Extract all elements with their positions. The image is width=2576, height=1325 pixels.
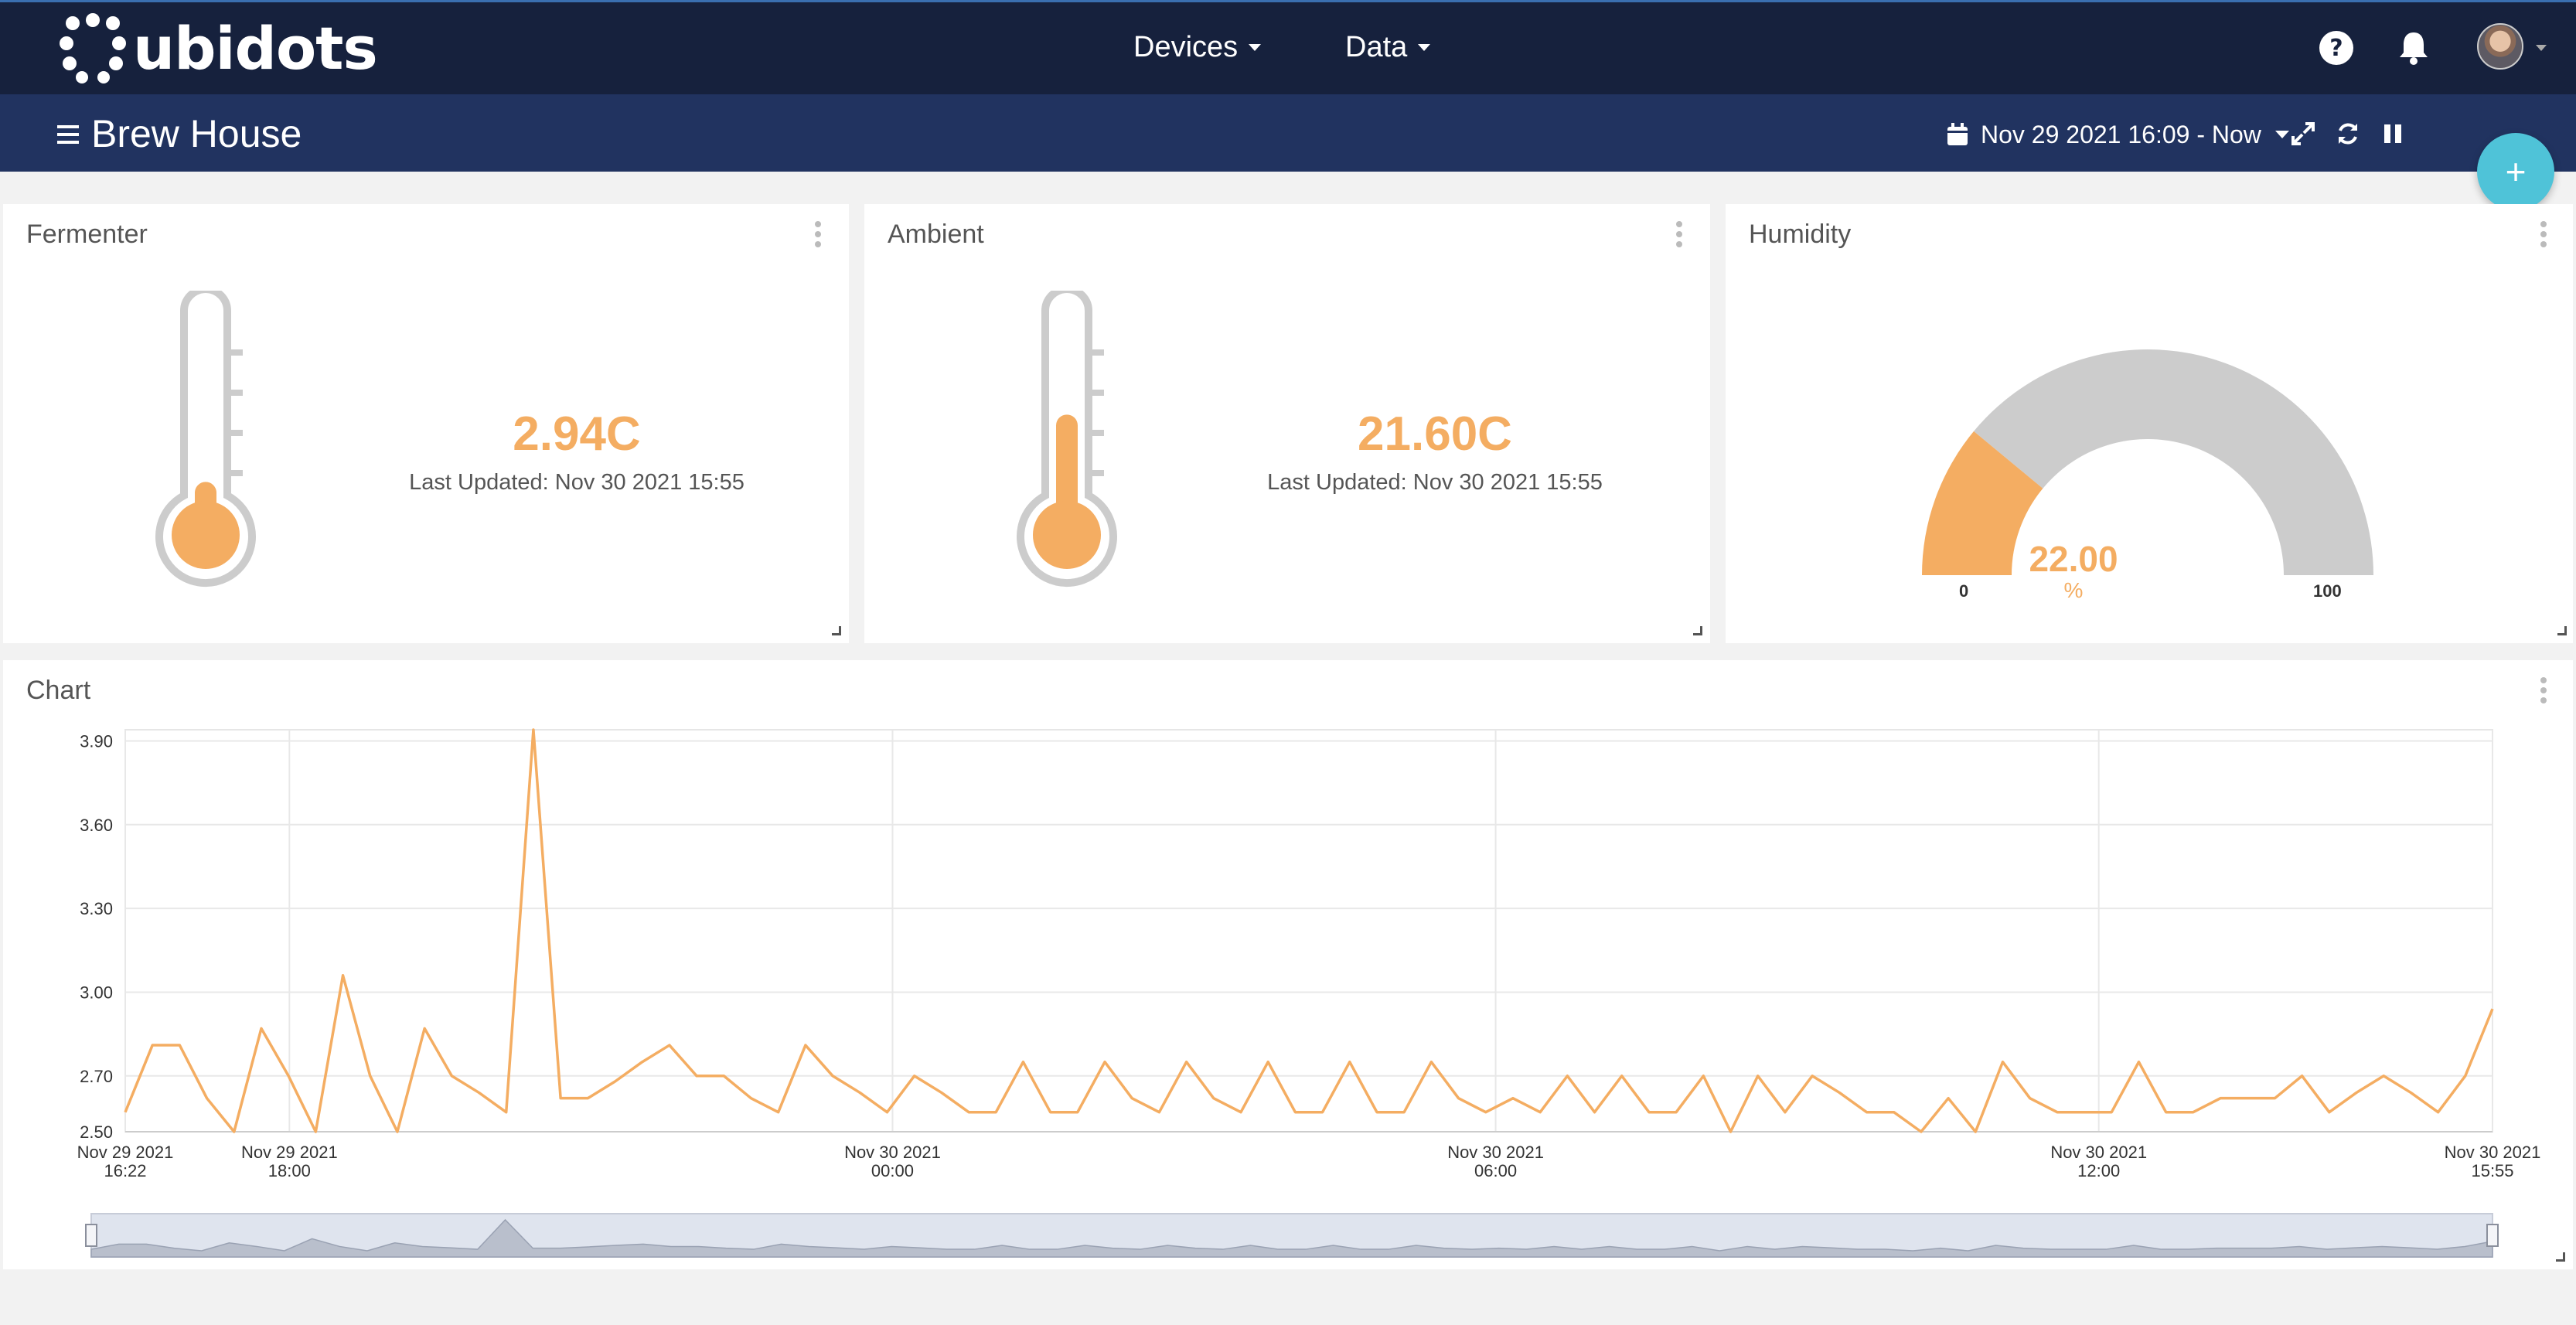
chevron-down-icon[interactable] xyxy=(2536,45,2547,51)
gauge-min-label: 0 xyxy=(1959,581,1969,601)
resize-handle[interactable] xyxy=(832,626,841,635)
more-options-icon[interactable] xyxy=(1671,221,1687,252)
user-avatar[interactable] xyxy=(2477,23,2523,70)
plot-area xyxy=(124,729,2493,1133)
navigator-handle[interactable] xyxy=(85,1224,97,1247)
bell-icon[interactable] xyxy=(2394,28,2434,68)
chevron-down-icon xyxy=(2274,131,2289,138)
brand-name: ubidots xyxy=(133,13,378,83)
y-tick-label: 3.90 xyxy=(80,731,113,751)
fermenter-value: 2.94C xyxy=(513,407,641,461)
y-tick-label: 2.50 xyxy=(80,1122,113,1142)
humidity-gauge xyxy=(1922,349,2373,575)
x-tick-label: Nov 30 2021 xyxy=(1447,1143,1544,1162)
navigator-series xyxy=(90,1218,2493,1258)
y-tick-label: 3.60 xyxy=(80,816,113,835)
top-navbar xyxy=(0,0,2576,94)
widget-chart: Chart xyxy=(3,660,2573,1269)
help-icon[interactable]: ? xyxy=(2316,28,2356,68)
widget-title: Chart xyxy=(26,676,91,705)
humidity-value: 22.00 xyxy=(2029,539,2118,579)
nav-devices-label: Devices xyxy=(1133,30,1239,63)
dashboard-title: Brew House xyxy=(91,112,302,155)
x-tick-label: Nov 29 2021 xyxy=(77,1143,174,1162)
navigator-handle[interactable] xyxy=(2486,1224,2499,1247)
x-tick-label: Nov 29 2021 xyxy=(241,1143,338,1162)
widget-fermenter: Fermenter 2.94C Last Updated: Nov 30 202… xyxy=(3,204,849,643)
dashboard-header xyxy=(0,94,2576,172)
humidity-unit: % xyxy=(2063,578,2084,602)
calendar-icon xyxy=(1947,123,1968,145)
nav-data-label: Data xyxy=(1345,30,1408,63)
x-tick-label: Nov 30 2021 xyxy=(2445,1143,2541,1162)
widget-ambient: Ambient 21.60C Last Updated: Nov 30 2021… xyxy=(864,204,1710,643)
widget-title: Humidity xyxy=(1749,220,1852,249)
ambient-last-updated: Last Updated: Nov 30 2021 15:55 xyxy=(1267,470,1603,495)
svg-text:?: ? xyxy=(2329,35,2343,62)
thermometer-icon xyxy=(1017,291,1117,588)
x-tick-label: 00:00 xyxy=(871,1161,914,1180)
gauge-max-label: 100 xyxy=(2313,581,2342,601)
ubidots-logo-icon xyxy=(60,13,126,83)
x-tick-label: 15:55 xyxy=(2471,1161,2513,1180)
menu-icon[interactable] xyxy=(57,125,79,144)
nav-data[interactable]: Data xyxy=(1345,0,1431,94)
expand-icon[interactable] xyxy=(2290,121,2316,147)
x-tick-label: 12:00 xyxy=(2077,1161,2120,1180)
brand-logo[interactable]: ubidots xyxy=(57,13,378,83)
nav-devices[interactable]: Devices xyxy=(1133,0,1262,94)
ambient-value: 21.60C xyxy=(1358,407,1512,461)
x-tick-label: Nov 30 2021 xyxy=(844,1143,941,1162)
fermenter-last-updated: Last Updated: Nov 30 2021 15:55 xyxy=(409,470,745,495)
resize-handle[interactable] xyxy=(2556,1252,2565,1262)
more-options-icon[interactable] xyxy=(810,221,826,252)
resize-handle[interactable] xyxy=(2557,626,2567,635)
gauge-track xyxy=(1974,349,2373,575)
thermometer-icon xyxy=(155,291,256,588)
gauge-fill xyxy=(1922,431,2043,575)
thermometer-level xyxy=(1056,414,1078,523)
x-tick-label: 16:22 xyxy=(104,1161,146,1180)
y-tick-label: 3.30 xyxy=(80,899,113,918)
y-tick-label: 2.70 xyxy=(80,1067,113,1086)
date-range-label: Nov 29 2021 16:09 - Now xyxy=(1981,120,2261,148)
chevron-down-icon xyxy=(1418,43,1431,51)
refresh-icon[interactable] xyxy=(2335,121,2361,147)
x-tick-label: 06:00 xyxy=(1474,1161,1517,1180)
more-options-icon[interactable] xyxy=(2536,677,2551,708)
x-tick-label: Nov 30 2021 xyxy=(2050,1143,2147,1162)
date-range-picker[interactable]: Nov 29 2021 16:09 - Now xyxy=(1947,118,2289,152)
pause-icon[interactable] xyxy=(2380,121,2406,147)
y-tick-label: 3.00 xyxy=(80,983,113,1002)
more-options-icon[interactable] xyxy=(2536,221,2551,252)
series-line xyxy=(124,728,2494,1133)
widget-title: Ambient xyxy=(888,220,984,249)
add-widget-button[interactable]: + xyxy=(2477,133,2554,210)
resize-handle[interactable] xyxy=(1693,626,1702,635)
chevron-down-icon xyxy=(1249,43,1262,51)
widget-title: Fermenter xyxy=(26,220,148,249)
x-tick-label: 18:00 xyxy=(268,1161,311,1180)
